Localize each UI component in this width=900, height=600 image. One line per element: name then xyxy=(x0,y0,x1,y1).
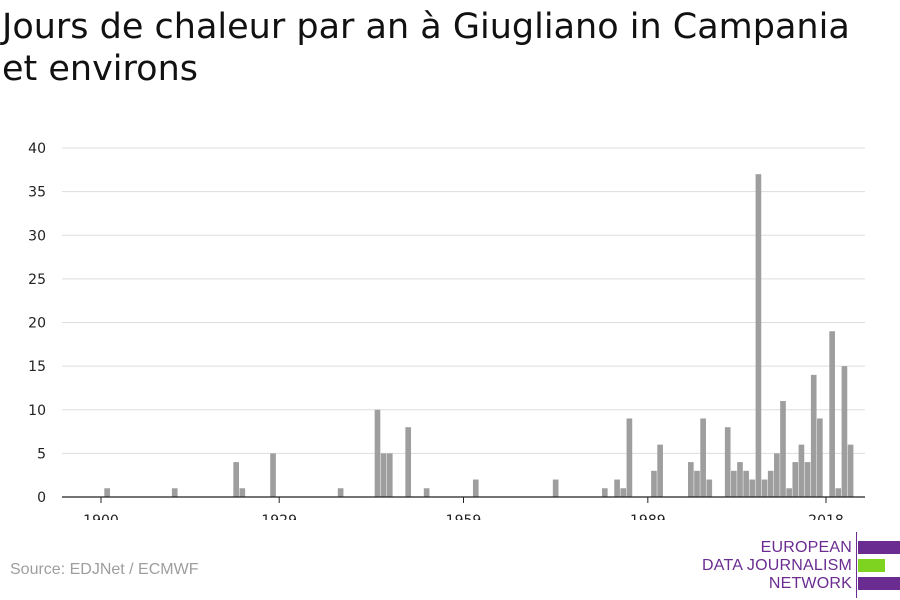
y-tick-label-0: 0 xyxy=(37,490,46,506)
bar-1996 xyxy=(688,462,694,497)
heat-days-bar-chart: 0 5 10 15 20 25 30 35 40 1900 1929 1959 1989 2018 xyxy=(28,141,865,520)
bar-1984 xyxy=(614,479,620,497)
x-tick-label-1959: 1959 xyxy=(446,513,482,520)
logo-text-line3: NETWORK xyxy=(768,575,852,592)
bar-1998 xyxy=(700,418,706,497)
bar-1997 xyxy=(694,470,700,497)
y-tick-label-20: 20 xyxy=(28,316,46,332)
x-tick-label-1989: 1989 xyxy=(630,513,666,520)
bar-2002 xyxy=(724,427,731,497)
bar-1945 xyxy=(374,409,381,497)
bar-2020 xyxy=(835,488,842,497)
bar-2014 xyxy=(798,444,805,497)
edjnet-logo[interactable]: EUROPEAN DATA JOURNALISM NETWORK xyxy=(700,530,900,600)
bar-2017 xyxy=(817,418,823,497)
bar-1912 xyxy=(171,488,178,497)
x-tick-label-1900: 1900 xyxy=(83,513,119,520)
logo-divider xyxy=(856,532,857,598)
bar-1991 xyxy=(657,444,663,497)
x-axis-tick-labels: 1900 1929 1959 1989 2018 xyxy=(83,497,844,520)
chart-title: Jours de chaleur par an à Giugliano in C… xyxy=(2,7,850,89)
bar-2009 xyxy=(767,470,774,497)
bar-1923 xyxy=(239,488,246,497)
bar-2004 xyxy=(737,462,743,497)
gridlines xyxy=(62,147,865,454)
y-tick-label-35: 35 xyxy=(28,185,46,201)
bar-1961 xyxy=(472,479,479,497)
bar-1990 xyxy=(651,470,657,497)
bar-2010 xyxy=(774,453,780,497)
bar-2006 xyxy=(749,479,756,497)
y-tick-label-15: 15 xyxy=(28,359,46,375)
bar-2003 xyxy=(731,470,737,497)
y-tick-label-5: 5 xyxy=(37,446,46,462)
bar-2007 xyxy=(755,174,762,498)
bar-2022 xyxy=(847,444,854,497)
bar-1928 xyxy=(270,453,276,497)
bar-2011 xyxy=(780,401,786,497)
logo-text-line1: EUROPEAN xyxy=(760,539,852,556)
bar-1986 xyxy=(626,418,633,497)
bar-2016 xyxy=(810,374,817,497)
bar-2013 xyxy=(792,462,799,497)
y-tick-label-30: 30 xyxy=(28,228,46,244)
bars xyxy=(104,174,854,498)
bar-2015 xyxy=(804,462,811,497)
bar-2019 xyxy=(829,331,835,497)
bar-1901 xyxy=(104,488,110,497)
logo-bar-purple-bottom xyxy=(858,577,900,590)
bar-1950 xyxy=(405,427,412,497)
bar-1922 xyxy=(233,462,239,497)
bar-1946 xyxy=(380,453,387,497)
bar-1947 xyxy=(386,453,393,497)
x-tick-label-2018: 2018 xyxy=(808,513,844,520)
bar-1974 xyxy=(552,479,559,497)
y-tick-label-10: 10 xyxy=(28,403,46,419)
y-axis-tick-labels: 0 5 10 15 20 25 30 35 40 xyxy=(28,141,46,506)
y-tick-label-25: 25 xyxy=(28,272,46,288)
bar-1985 xyxy=(620,488,627,497)
logo-bar-purple-top xyxy=(858,541,900,554)
logo-text-line2: DATA JOURNALISM xyxy=(702,557,852,574)
bar-2008 xyxy=(761,479,768,497)
bar-2012 xyxy=(786,488,792,497)
logo-bar-green xyxy=(858,559,885,572)
bar-2021 xyxy=(841,366,848,497)
y-tick-label-40: 40 xyxy=(28,141,46,157)
bar-2005 xyxy=(743,470,749,497)
bar-1999 xyxy=(706,479,713,497)
bar-1953 xyxy=(423,488,430,497)
x-tick-label-1929: 1929 xyxy=(261,513,297,520)
bar-1982 xyxy=(601,488,608,497)
source-credit: Source: EDJNet / ECMWF xyxy=(10,561,199,578)
bar-1939 xyxy=(337,488,344,497)
